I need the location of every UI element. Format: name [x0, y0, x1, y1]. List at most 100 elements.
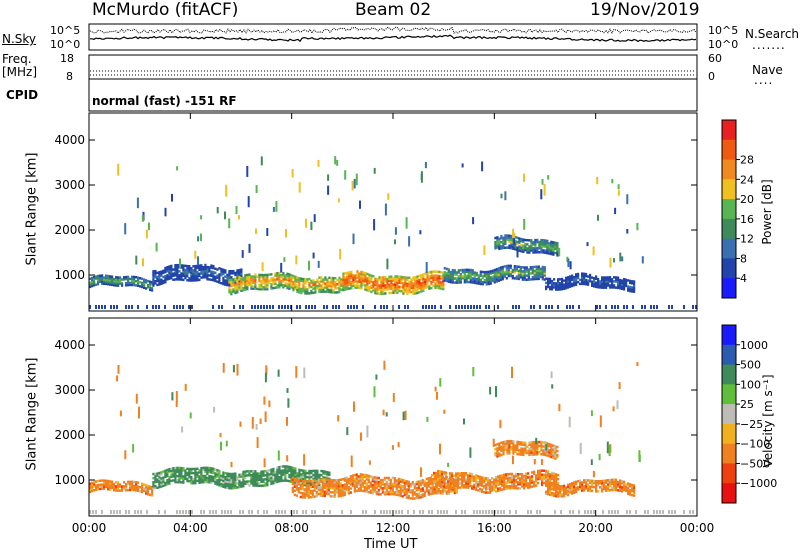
echo-cell	[228, 272, 231, 275]
echo-cell	[228, 480, 231, 484]
echo-cell	[97, 483, 100, 487]
echo-cell	[316, 278, 319, 282]
echo-cell	[540, 251, 543, 254]
echo-cell	[331, 483, 334, 486]
echo-cell	[258, 285, 261, 289]
echo-cell	[527, 268, 530, 271]
echo-cell	[603, 487, 606, 491]
echo-cell	[263, 305, 265, 309]
echo-cell	[302, 286, 305, 289]
echo-cell	[586, 242, 589, 247]
echo-cell	[545, 475, 548, 479]
echo-cell	[176, 276, 179, 279]
echo-cell	[89, 277, 92, 280]
echo-cell	[455, 472, 458, 475]
echo-cell	[131, 283, 134, 287]
echo-cell	[522, 248, 525, 251]
echo-cell	[391, 482, 394, 486]
echo-cell	[331, 487, 334, 490]
echo-cell	[609, 284, 612, 287]
echo-cell	[391, 492, 394, 496]
echo-cell	[533, 482, 536, 486]
echo-cell	[386, 288, 389, 291]
echo-cell	[517, 275, 520, 279]
echo-cell	[569, 261, 572, 270]
echo-cell	[593, 510, 595, 514]
echo-cell	[343, 483, 346, 486]
echo-cell	[389, 492, 392, 496]
echo-cell	[530, 239, 533, 242]
echo-cell	[363, 475, 366, 479]
echo-cell	[434, 274, 437, 277]
echo-cell	[264, 284, 267, 287]
echo-cell	[232, 282, 235, 285]
echo-cell	[451, 279, 454, 282]
echo-cell	[503, 487, 506, 491]
echo-cell	[525, 480, 528, 484]
echo-cell	[388, 279, 391, 283]
echo-cell	[436, 280, 439, 284]
echo-cell	[298, 474, 301, 478]
echo-cell	[539, 471, 542, 474]
echo-cell	[274, 274, 277, 277]
echo-cell	[475, 277, 478, 281]
echo-cell	[415, 486, 418, 490]
echo-cell	[192, 269, 195, 272]
echo-cell	[547, 478, 550, 481]
echo-cell	[539, 273, 542, 277]
echo-cell	[447, 276, 450, 279]
echo-cell	[469, 482, 472, 486]
echo-cell	[370, 286, 373, 289]
echo-cell	[506, 446, 509, 449]
echo-cell	[270, 472, 273, 475]
echo-cell	[425, 477, 428, 481]
echo-cell	[254, 273, 257, 276]
echo-cell	[424, 161, 427, 169]
echo-cell	[328, 282, 331, 286]
echo-cell	[284, 475, 287, 478]
echo-cell	[168, 277, 171, 280]
echo-cell	[89, 283, 92, 287]
echo-cell	[332, 305, 334, 309]
echo-cell	[477, 280, 480, 283]
echo-cell	[99, 280, 102, 283]
echo-cell	[571, 488, 574, 491]
echo-cell	[453, 281, 456, 284]
echo-cell	[224, 283, 227, 286]
echo-cell	[461, 268, 464, 272]
echo-cell	[502, 446, 505, 456]
echo-cell	[274, 278, 277, 281]
echo-cell	[290, 474, 293, 477]
echo-cell	[388, 277, 391, 281]
echo-cell	[528, 245, 531, 248]
echo-cell	[254, 474, 257, 477]
echo-cell	[373, 386, 376, 398]
colorbar-segment	[722, 179, 736, 200]
echo-cell	[516, 444, 519, 448]
echo-cell	[206, 470, 209, 474]
echo-cell	[348, 277, 351, 280]
echo-cell	[266, 273, 269, 277]
echo-cell	[547, 279, 550, 283]
echo-cell	[374, 283, 377, 287]
echo-cell	[551, 279, 554, 283]
echo-cell	[502, 440, 505, 444]
echo-cell	[475, 482, 478, 485]
echo-cell	[172, 278, 175, 281]
colorbar-segment	[722, 238, 736, 259]
echo-cell	[278, 476, 281, 479]
echo-cell	[412, 290, 415, 293]
echo-cell	[445, 275, 448, 279]
echo-cell	[224, 271, 227, 274]
echo-cell	[314, 510, 316, 514]
echo-cell	[277, 450, 280, 461]
echo-cell	[469, 484, 472, 488]
echo-cell	[358, 286, 361, 290]
echo-cell	[111, 486, 114, 490]
colorbar-tick-label: 25	[740, 398, 754, 411]
echo-cell	[380, 288, 383, 291]
echo-cell	[268, 281, 271, 284]
echo-cell	[168, 265, 171, 268]
echo-cell	[332, 279, 335, 282]
echo-cell	[420, 467, 422, 477]
